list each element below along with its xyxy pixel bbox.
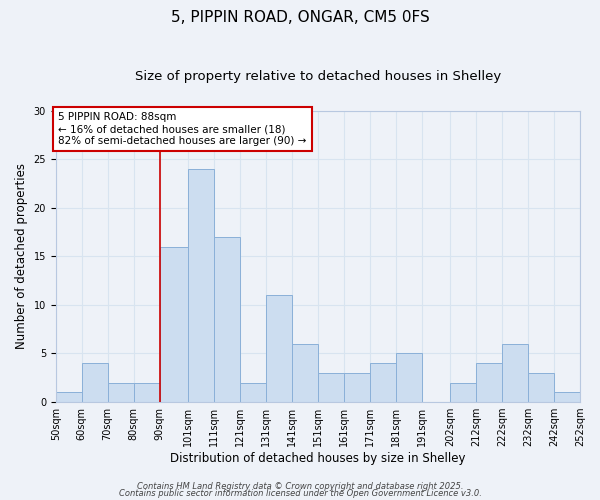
Bar bbox=[240, 382, 266, 402]
Bar bbox=[160, 246, 188, 402]
Bar bbox=[266, 295, 292, 402]
Bar bbox=[554, 392, 580, 402]
Bar bbox=[396, 354, 422, 402]
Text: 5, PIPPIN ROAD, ONGAR, CM5 0FS: 5, PIPPIN ROAD, ONGAR, CM5 0FS bbox=[170, 10, 430, 25]
Bar bbox=[134, 382, 160, 402]
Bar bbox=[370, 363, 396, 402]
Bar bbox=[214, 237, 240, 402]
Bar bbox=[56, 392, 82, 402]
Bar bbox=[107, 382, 134, 402]
Bar bbox=[502, 344, 528, 402]
Title: Size of property relative to detached houses in Shelley: Size of property relative to detached ho… bbox=[135, 70, 501, 83]
X-axis label: Distribution of detached houses by size in Shelley: Distribution of detached houses by size … bbox=[170, 452, 466, 465]
Bar bbox=[318, 373, 344, 402]
Y-axis label: Number of detached properties: Number of detached properties bbox=[15, 164, 28, 350]
Bar bbox=[82, 363, 107, 402]
Bar bbox=[292, 344, 318, 402]
Text: Contains HM Land Registry data © Crown copyright and database right 2025.: Contains HM Land Registry data © Crown c… bbox=[137, 482, 463, 491]
Bar bbox=[528, 373, 554, 402]
Bar bbox=[476, 363, 502, 402]
Text: Contains public sector information licensed under the Open Government Licence v3: Contains public sector information licen… bbox=[119, 490, 481, 498]
Bar bbox=[450, 382, 476, 402]
Bar bbox=[188, 169, 214, 402]
Text: 5 PIPPIN ROAD: 88sqm
← 16% of detached houses are smaller (18)
82% of semi-detac: 5 PIPPIN ROAD: 88sqm ← 16% of detached h… bbox=[58, 112, 307, 146]
Bar bbox=[344, 373, 370, 402]
